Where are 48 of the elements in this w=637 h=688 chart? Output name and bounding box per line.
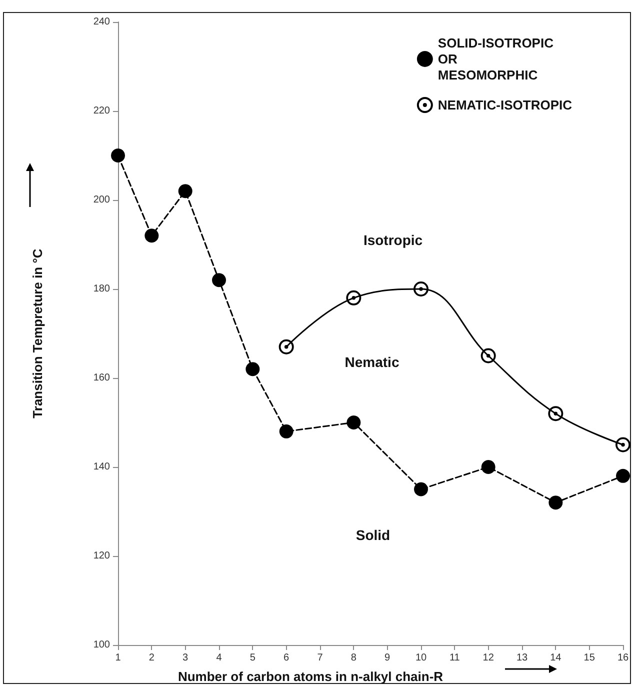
annotation: Nematic: [344, 354, 400, 370]
point: [278, 339, 294, 354]
y-tick-label: 200: [93, 194, 110, 206]
point: [346, 290, 362, 306]
point: [414, 282, 428, 296]
point: [279, 424, 294, 438]
legend-label: SOLID-ISOTROPIC OR MESOMORPHIC: [438, 36, 554, 82]
x-tick-label: 9: [384, 652, 391, 664]
x-tick-label: 4: [216, 652, 222, 664]
x-axis-title: Number of carbon atoms in n-alkyl chain-R: [178, 669, 444, 684]
point: [480, 348, 496, 364]
x-tick-label: 5: [250, 652, 256, 664]
x-tick-label: 2: [148, 652, 155, 664]
point: [144, 228, 159, 243]
point: [414, 482, 428, 496]
point: [616, 437, 630, 452]
y-tick-label: 100: [93, 640, 110, 650]
y-tick-label: 120: [93, 550, 110, 562]
y-tick-label: 180: [93, 284, 110, 294]
x-tick-label: 1: [115, 652, 122, 664]
point: [481, 460, 496, 474]
x-tick-label: 3: [182, 652, 189, 664]
y-tick-label: 160: [93, 372, 110, 384]
y-tick-label: 140: [93, 462, 110, 472]
y-axis-title: Transition Tempreture in °C: [30, 248, 45, 418]
x-tick-label: 15: [584, 652, 596, 664]
annotation: Solid: [356, 527, 390, 543]
x-tick-label: 13: [516, 652, 528, 664]
legend-label: NEMATIC-ISOTROPIC: [438, 98, 573, 112]
x-tick-label: 7: [317, 652, 324, 664]
x-tick-label: 8: [350, 652, 357, 664]
x-tick-label: 6: [284, 652, 290, 664]
point: [212, 273, 226, 288]
point: [548, 496, 563, 510]
x-tick-label: 16: [617, 652, 629, 664]
point: [346, 416, 361, 430]
point: [246, 362, 260, 376]
x-tick-label: 10: [415, 652, 427, 664]
annotation: Isotropic: [363, 232, 423, 248]
point: [111, 148, 125, 162]
y-tick-label: 240: [93, 16, 110, 28]
y-tick-label: 220: [93, 106, 110, 116]
point: [616, 468, 630, 483]
point: [548, 406, 564, 422]
x-tick-label: 14: [550, 652, 562, 664]
point: [178, 184, 192, 198]
x-tick-label: 12: [482, 652, 494, 664]
x-tick-label: 11: [449, 652, 460, 664]
